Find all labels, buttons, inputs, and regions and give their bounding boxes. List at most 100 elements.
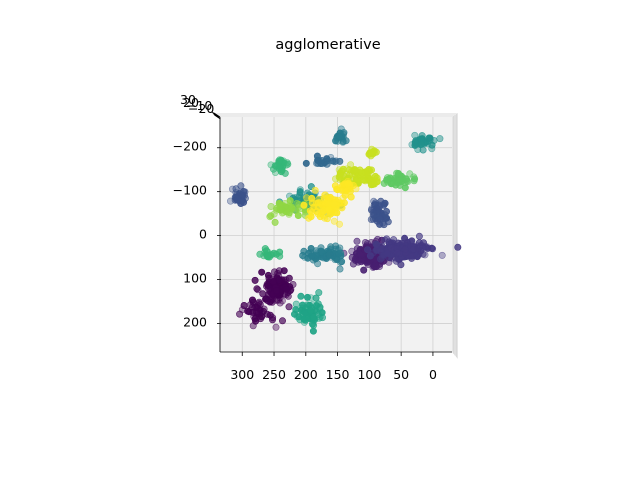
scatter-point-cluster-2	[393, 249, 401, 257]
scatter-point-cluster-2	[390, 236, 398, 244]
scatter-point-cluster-4	[302, 159, 310, 167]
scatter-point-cluster-3	[240, 198, 248, 206]
scatter-point-cluster-2	[383, 235, 391, 243]
scatter-point-cluster-0	[272, 323, 280, 331]
x-tick-label: 300	[230, 367, 254, 382]
scatter-point-cluster-1	[348, 247, 356, 255]
scatter-point-cluster-0	[260, 305, 268, 313]
scatter-point-cluster-11	[351, 166, 359, 174]
scatter-point-cluster-11	[367, 166, 375, 174]
scatter-point-cluster-11	[339, 165, 347, 173]
scatter-point-cluster-7	[309, 327, 317, 335]
scatter-point-cluster-0	[285, 274, 293, 282]
scatter-point-cluster-12	[335, 220, 343, 228]
scatter-point-cluster-9	[380, 179, 388, 187]
scatter-point-cluster-7	[315, 289, 323, 297]
scatter-point-cluster-12	[300, 201, 308, 209]
scatter-point-cluster-11	[335, 173, 343, 181]
scatter-point-cluster-11	[358, 169, 366, 177]
scatter-point-cluster-5	[319, 254, 327, 262]
scatter-point-cluster-8	[275, 157, 283, 165]
scatter-point-cluster-0	[278, 317, 286, 325]
scatter-point-cluster-7	[303, 293, 311, 301]
chart-title: agglomerative	[275, 37, 380, 53]
scatter-point-cluster-0	[278, 297, 286, 305]
scatter-point-cluster-0	[249, 296, 257, 304]
scatter-point-cluster-1	[357, 258, 365, 266]
scatter-point-cluster-6	[411, 141, 419, 149]
scatter-point-cluster-0	[240, 301, 248, 309]
scatter-point-cluster-6	[296, 186, 304, 194]
scatter-point-cluster-3	[233, 196, 241, 204]
scatter-point-cluster-12	[346, 187, 354, 195]
scatter-point-cluster-9	[393, 169, 401, 177]
x-tick-label: 50	[393, 367, 409, 382]
scatter-point-cluster-1	[363, 240, 371, 248]
scatter-point-cluster-12	[313, 208, 321, 216]
scatter-point-cluster-5	[325, 251, 333, 259]
scatter-point-cluster-0	[259, 290, 267, 298]
scatter-point-cluster-3	[371, 199, 379, 207]
scatter-point-cluster-7	[316, 313, 324, 321]
scatter-point-cluster-6	[417, 140, 425, 148]
scatter-point-cluster-5	[339, 138, 347, 146]
x-tick-label: 250	[262, 367, 286, 382]
y-axis-ticks: −200 −100 0 100 200	[173, 139, 221, 329]
z-tick-label: −20	[188, 101, 214, 116]
scatter-point-cluster-0	[275, 276, 283, 284]
scatter-point-cluster-0	[270, 268, 278, 276]
y-tick-label: −100	[173, 183, 207, 198]
scatter-point-cluster-12	[341, 180, 349, 188]
scatter-point-cluster-8	[277, 168, 285, 176]
scatter-point-cluster-10	[278, 206, 286, 214]
scatter-point-cluster-3	[381, 199, 389, 207]
scatter-point-cluster-0	[253, 285, 261, 293]
scatter-point-cluster-8	[276, 248, 284, 256]
scatter-point-cluster-2	[419, 239, 427, 247]
scatter-point-cluster-2	[454, 243, 462, 251]
scatter-point-cluster-10	[271, 218, 279, 226]
scatter-point-cluster-0	[264, 297, 272, 305]
scatter-point-cluster-1	[360, 266, 368, 274]
scatter-point-cluster-11	[369, 150, 377, 158]
scatter-point-cluster-5	[336, 265, 344, 273]
scatter-point-cluster-2	[413, 251, 421, 259]
scatter-point-cluster-0	[258, 268, 266, 276]
scatter-point-cluster-6	[428, 145, 436, 153]
scatter-point-cluster-3	[381, 211, 389, 219]
scatter-point-cluster-2	[364, 246, 372, 254]
scatter-point-cluster-0	[280, 267, 288, 275]
scatter-point-cluster-7	[310, 313, 318, 321]
scatter-point-cluster-9	[411, 175, 419, 183]
scatter-point-cluster-10	[273, 204, 281, 212]
scatter-point-cluster-0	[283, 285, 291, 293]
x-tick-label: 100	[357, 367, 381, 382]
y-tick-label: 200	[183, 314, 207, 329]
scatter-point-cluster-5	[317, 247, 325, 255]
scatter-point-cluster-12	[309, 199, 317, 207]
scatter-point-cluster-9	[396, 176, 404, 184]
y-tick-label: 0	[199, 227, 207, 242]
scatter-point-cluster-12	[320, 212, 328, 220]
y-tick-label: −200	[173, 139, 207, 154]
scatter-point-cluster-1	[353, 237, 361, 245]
scatter-point-cluster-2	[373, 241, 381, 249]
z-tick-label: 20	[183, 95, 199, 110]
scatter-point-cluster-12	[323, 215, 331, 223]
z-tick-label: 30	[180, 92, 196, 107]
scatter-point-cluster-9	[406, 170, 414, 178]
x-axis-ticks: 300 250 200 150 100 50 0	[230, 352, 437, 382]
scatter-point-cluster-8	[268, 251, 276, 259]
scatter-point-cluster-12	[330, 200, 338, 208]
scatter-point-cluster-12	[315, 195, 323, 203]
scatter-point-cluster-2	[383, 249, 391, 257]
scatter-point-cluster-12	[307, 213, 315, 221]
scatter-point-cluster-2	[401, 245, 409, 253]
scatter-point-cluster-0	[268, 316, 276, 324]
scatter-point-cluster-9	[403, 175, 411, 183]
scatter-point-cluster-5	[338, 258, 346, 266]
scatter-point-cluster-6	[436, 135, 444, 143]
scatter-point-cluster-7	[307, 307, 315, 315]
scatter-point-cluster-0	[272, 286, 280, 294]
scatter-point-cluster-0	[251, 276, 259, 284]
